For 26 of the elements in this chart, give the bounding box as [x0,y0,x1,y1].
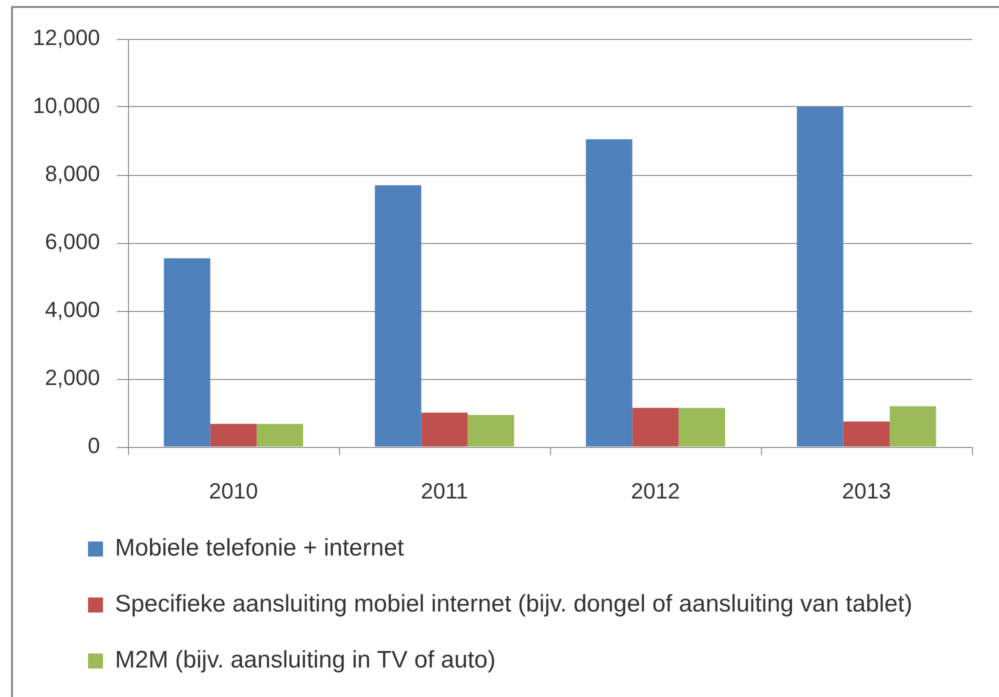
y-tick-label: 0 [88,433,100,458]
y-tick-label: 6,000 [44,229,100,254]
legend-label: Specifieke aansluiting mobiel internet (bijv. dongel of aansluiting van tablet) [115,590,912,618]
y-tick-label: 12,000 [32,25,100,50]
bar [468,415,514,446]
bar [890,406,936,446]
legend-label: M2M (bijv. aansluiting in TV of auto) [115,646,496,674]
x-tick-label: 2012 [631,478,680,504]
x-tick-label: 2010 [209,478,258,504]
bar [796,107,844,446]
bar [586,139,632,446]
y-tick-label: 4,000 [44,297,100,322]
y-tick-label: 10,000 [32,93,100,118]
bar [678,408,726,446]
x-tick-label: 2011 [420,478,468,504]
y-tick-label: 2,000 [44,365,100,390]
bar [256,424,304,446]
y-tick-label: 8,000 [44,161,100,186]
x-tick-label: 2013 [842,478,891,504]
bar [210,424,257,446]
bar [632,408,679,446]
bar [374,185,422,446]
legend-label: Mobiele telefonie + internet [115,534,404,562]
bar [843,422,890,446]
bar [421,412,468,446]
bar [164,258,210,446]
